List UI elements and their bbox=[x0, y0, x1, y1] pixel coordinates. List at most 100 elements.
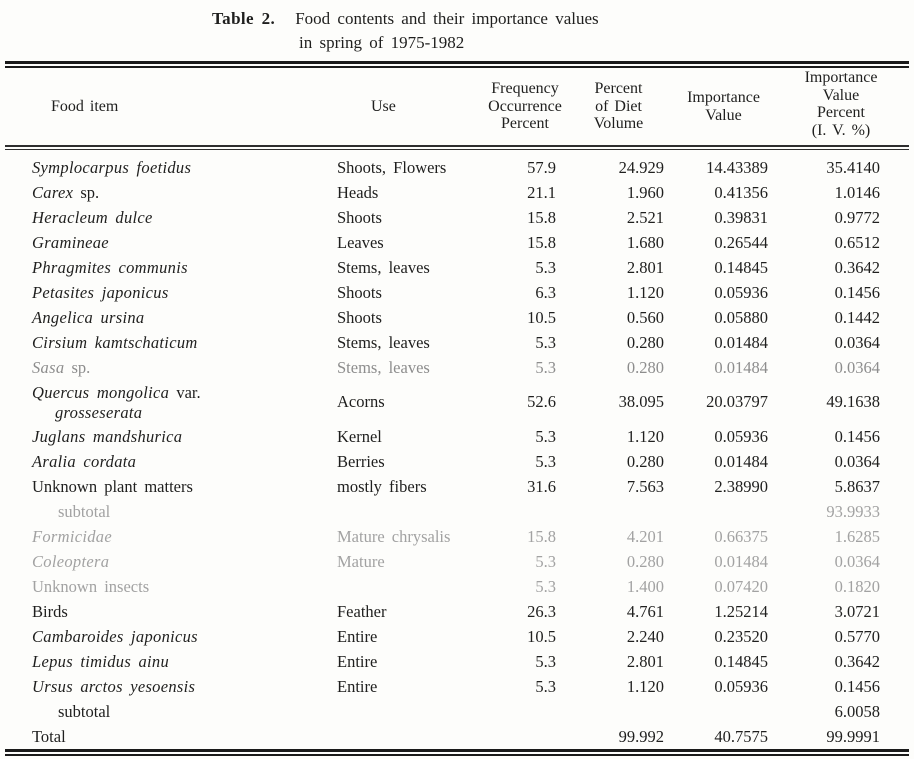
food-contents-table: Food item Use Frequency Occurrence Perce… bbox=[5, 68, 907, 145]
importance-value-cell: 0.66375 bbox=[714, 526, 768, 546]
percent-diet-volume-cell: 1.960 bbox=[626, 182, 664, 202]
food-item-cell: Symplocarpus foetidus bbox=[32, 157, 192, 177]
col-header-frequency-occurrence-percent: Frequency Occurrence Percent bbox=[488, 80, 562, 133]
importance-value-cell: 0.07420 bbox=[714, 576, 768, 596]
use-cell: Stems, leaves bbox=[337, 357, 430, 377]
importance-value-cell: 2.38990 bbox=[714, 476, 768, 496]
importance-value-percent-cell: 35.4140 bbox=[826, 157, 880, 177]
percent-diet-volume-cell: 1.680 bbox=[626, 232, 664, 252]
col-header-use: Use bbox=[371, 97, 396, 115]
use-cell: Kernel bbox=[337, 426, 382, 446]
table-row: Carex sp. Heads 21.1 1.960 0.41356 1.0146 bbox=[5, 180, 907, 205]
use-cell: Entire bbox=[337, 626, 378, 646]
importance-value-percent-cell: 93.9933 bbox=[826, 501, 880, 521]
importance-value-percent-cell: 0.6512 bbox=[834, 232, 880, 252]
frequency-occurrence-cell: 6.3 bbox=[535, 282, 556, 302]
frequency-occurrence-cell: 15.8 bbox=[527, 526, 556, 546]
percent-diet-volume-cell: 24.929 bbox=[618, 157, 664, 177]
importance-value-percent-cell: 0.3642 bbox=[834, 257, 880, 277]
percent-diet-volume-cell bbox=[565, 699, 672, 724]
importance-value-percent-cell: 0.1456 bbox=[834, 426, 880, 446]
percent-diet-volume-cell: 0.280 bbox=[626, 551, 664, 571]
importance-value-cell: 20.03797 bbox=[706, 392, 768, 411]
food-item-cell: Phragmites communis bbox=[32, 257, 188, 277]
importance-value-percent-cell: 0.0364 bbox=[834, 451, 880, 471]
frequency-occurrence-cell: 5.3 bbox=[535, 332, 556, 352]
col-header-food-item: Food item bbox=[51, 97, 119, 115]
use-cell: Mature bbox=[337, 551, 385, 571]
frequency-occurrence-cell: 52.6 bbox=[527, 392, 556, 411]
table-row: Angelica ursina Shoots 10.5 0.560 0.05880 0.1… bbox=[5, 305, 907, 330]
use-cell bbox=[335, 499, 485, 524]
percent-diet-volume-cell: 99.992 bbox=[618, 726, 664, 746]
use-cell: Stems, leaves bbox=[337, 332, 430, 352]
importance-value-cell: 0.01484 bbox=[714, 451, 768, 471]
food-item-cell: Juglans mandshurica bbox=[32, 426, 183, 446]
food-item-cell: Gramineae bbox=[32, 232, 109, 252]
food-item-cell: Angelica ursina bbox=[32, 307, 145, 327]
importance-value-cell: 0.26544 bbox=[714, 232, 768, 252]
table-row: Birds Feather 26.3 4.761 1.25214 3.0721 bbox=[5, 599, 907, 624]
percent-diet-volume-cell: 4.761 bbox=[626, 601, 664, 621]
table-row: Petasites japonicus Shoots 6.3 1.120 0.05936… bbox=[5, 280, 907, 305]
importance-value-percent-cell: 0.1456 bbox=[834, 676, 880, 696]
col-header-percent-of-diet-volume: Percent of Diet Volume bbox=[593, 80, 644, 133]
table-row: Lepus timidus ainu Entire 5.3 2.801 0.14845 0… bbox=[5, 649, 907, 674]
table-number: Table 2. bbox=[212, 9, 276, 28]
frequency-occurrence-cell: 10.5 bbox=[527, 307, 556, 327]
percent-diet-volume-cell: 0.280 bbox=[626, 451, 664, 471]
food-item-cell: Heracleum dulce bbox=[32, 207, 153, 227]
table-caption: Table 2. Food contents and their importan… bbox=[0, 0, 914, 53]
use-cell: Shoots bbox=[337, 307, 382, 327]
table-row: Ursus arctos yesoensis Entire 5.3 1.120 0.05… bbox=[5, 674, 907, 699]
frequency-occurrence-cell: 26.3 bbox=[527, 601, 556, 621]
use-cell bbox=[335, 724, 485, 749]
food-item-cell: subtotal bbox=[58, 501, 111, 521]
use-cell: Berries bbox=[337, 451, 385, 471]
importance-value-cell: 0.41356 bbox=[714, 182, 768, 202]
use-cell: Stems, leaves bbox=[337, 257, 430, 277]
table-row: Heracleum dulce Shoots 15.8 2.521 0.39831 0.9… bbox=[5, 205, 907, 230]
table-row: Cirsium kamtschaticum Stems, leaves 5.3 0.2… bbox=[5, 330, 907, 355]
importance-value-cell: 0.05936 bbox=[714, 426, 768, 446]
frequency-occurrence-cell: 5.3 bbox=[535, 451, 556, 471]
percent-diet-volume-cell: 2.801 bbox=[626, 651, 664, 671]
food-item-cell: Petasites japonicus bbox=[32, 282, 169, 302]
importance-value-percent-cell: 6.0058 bbox=[834, 701, 880, 721]
food-item-cell: Carex sp. bbox=[32, 182, 100, 202]
percent-diet-volume-cell: 38.095 bbox=[618, 392, 664, 411]
percent-diet-volume-cell: 2.521 bbox=[626, 207, 664, 227]
table-row: Sasa sp. Stems, leaves 5.3 0.280 0.01484 0.03… bbox=[5, 355, 907, 380]
col-header-importance-value: Importance Value bbox=[687, 89, 760, 124]
use-cell: Mature chrysalis bbox=[337, 526, 451, 546]
percent-diet-volume-cell: 1.120 bbox=[626, 426, 664, 446]
use-cell: Leaves bbox=[337, 232, 384, 252]
table-row: Aralia cordata Berries 5.3 0.280 0.01484 0.03… bbox=[5, 449, 907, 474]
food-item-cell: Quercus mongolica var. grosseserata bbox=[32, 382, 201, 422]
importance-value-percent-cell: 1.0146 bbox=[834, 182, 880, 202]
importance-value-percent-cell: 0.0364 bbox=[834, 332, 880, 352]
importance-value-cell: 0.01484 bbox=[714, 357, 768, 377]
table-row: Total 99.992 40.7575 99.9991 bbox=[5, 724, 907, 749]
importance-value-cell: 0.05936 bbox=[714, 676, 768, 696]
top-rule bbox=[5, 61, 909, 68]
table-row: Cambaroides japonicus Entire 10.5 2.240 0.23… bbox=[5, 624, 907, 649]
table-subtitle: in spring of 1975-1982 bbox=[299, 33, 465, 52]
header-rule bbox=[5, 145, 909, 150]
percent-diet-volume-cell: 0.560 bbox=[626, 307, 664, 327]
percent-diet-volume-cell: 1.120 bbox=[626, 282, 664, 302]
use-cell: Shoots, Flowers bbox=[337, 157, 447, 177]
importance-value-percent-cell: 3.0721 bbox=[834, 601, 880, 621]
use-cell: mostly fibers bbox=[337, 476, 427, 496]
frequency-occurrence-cell: 15.8 bbox=[527, 232, 556, 252]
frequency-occurrence-cell: 10.5 bbox=[527, 626, 556, 646]
use-cell: Entire bbox=[337, 676, 378, 696]
importance-value-cell: 1.25214 bbox=[714, 601, 768, 621]
importance-value-cell: 0.05936 bbox=[714, 282, 768, 302]
importance-value-percent-cell: 0.9772 bbox=[834, 207, 880, 227]
table-row: Juglans mandshurica Kernel 5.3 1.120 0.05936… bbox=[5, 424, 907, 449]
frequency-occurrence-cell: 5.3 bbox=[535, 551, 556, 571]
table-body: Symplocarpus foetidus Shoots, Flowers 57.9… bbox=[5, 150, 907, 749]
importance-value-percent-cell: 0.0364 bbox=[834, 551, 880, 571]
importance-value-percent-cell: 0.1820 bbox=[834, 576, 880, 596]
